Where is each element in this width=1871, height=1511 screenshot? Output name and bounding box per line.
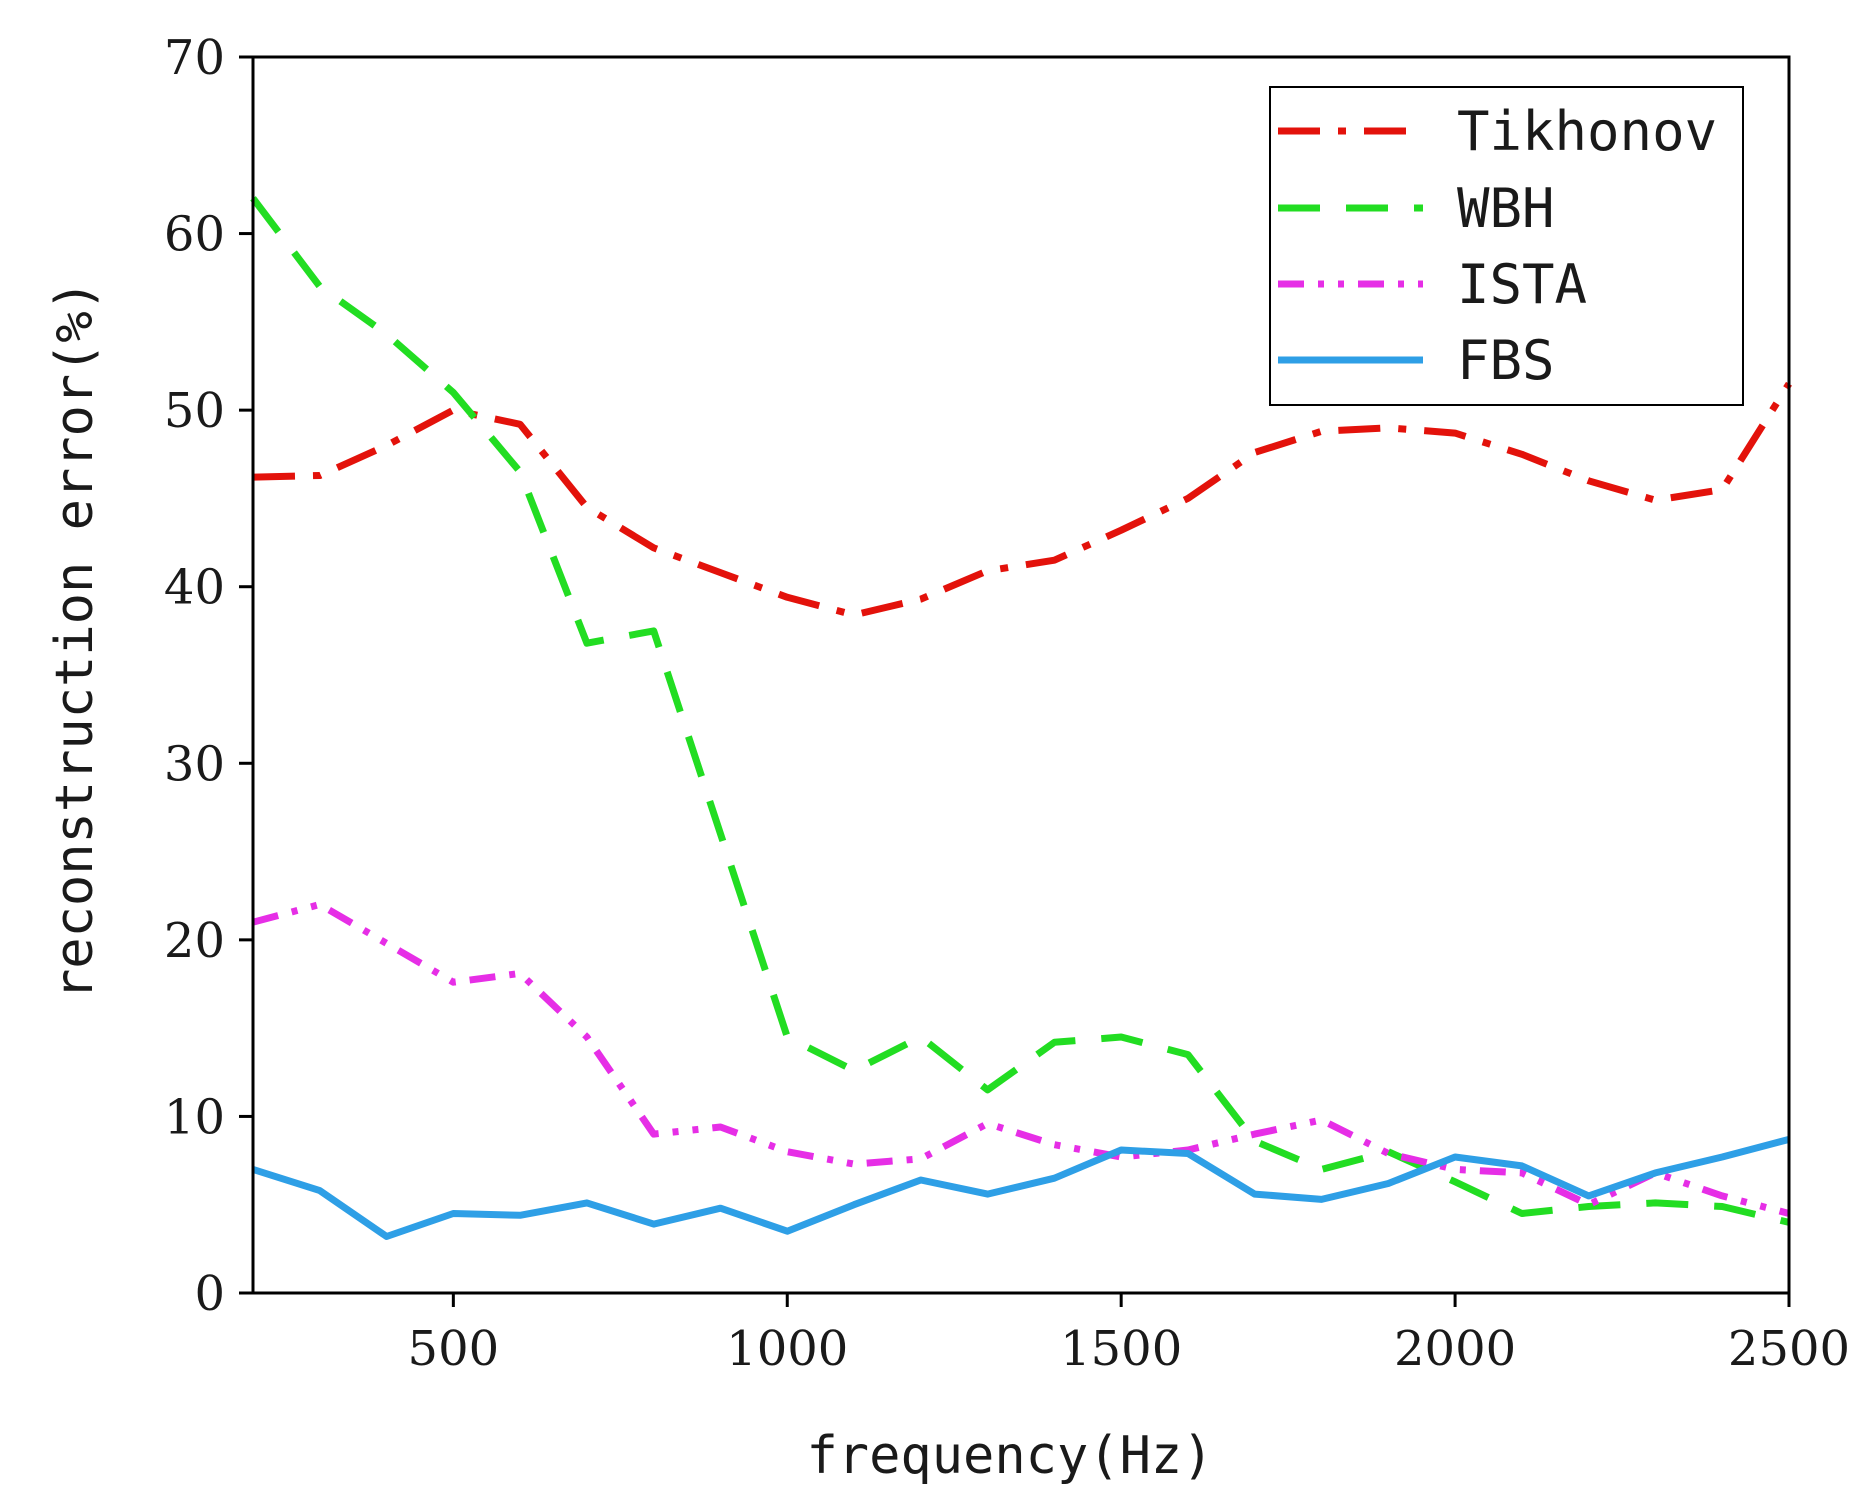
series-line-ista — [252, 901, 1790, 1217]
y-tick-label: 30 — [164, 736, 225, 792]
legend-label-tikhonov: Tikhonov — [1457, 100, 1717, 163]
y-tick-label: 50 — [164, 383, 225, 439]
x-tick-label: 2000 — [1394, 1321, 1516, 1377]
x-tick-label: 1000 — [726, 1321, 848, 1377]
plot-frame — [251, 55, 1791, 1295]
series-line-fbs — [251, 1136, 1790, 1240]
ticks-layer: 500 1000 1500 2000 2500 0 10 20 30 40 50 60 70 — [164, 30, 1850, 1377]
y-tick-label: 0 — [194, 1266, 225, 1322]
series-line-wbh — [250, 196, 1790, 1226]
y-tick-label: 70 — [164, 30, 225, 86]
legend: Tikhonov WBH ISTA FBS — [1269, 86, 1744, 406]
legend-box — [1269, 86, 1744, 406]
x-tick-label: 1500 — [1060, 1321, 1182, 1377]
y-axis-title: reconstruction error(%) — [45, 280, 105, 1000]
x-tick-label: 2500 — [1728, 1321, 1850, 1377]
x-tick-label: 500 — [408, 1321, 500, 1377]
y-tick-label: 20 — [164, 913, 225, 969]
series-layer — [250, 196, 1792, 1240]
y-tick-label: 10 — [164, 1089, 225, 1145]
series-line-tikhonov — [252, 381, 1792, 619]
legend-label-ista: ISTA — [1457, 253, 1587, 316]
y-tick-label: 40 — [164, 560, 225, 616]
y-tick-label: 60 — [164, 207, 225, 263]
legend-label-wbh: WBH — [1457, 177, 1555, 240]
x-axis-title: frequency(Hz) — [807, 1426, 1214, 1486]
legend-label-fbs: FBS — [1457, 329, 1555, 392]
